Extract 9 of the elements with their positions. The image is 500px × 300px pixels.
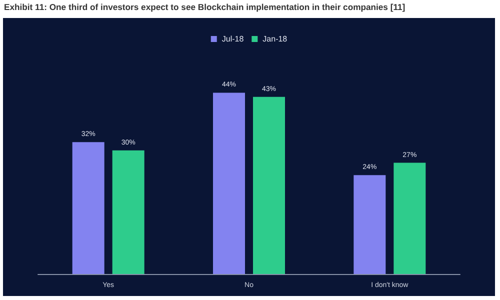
- bar: [112, 150, 144, 274]
- legend-label: Jul-18: [222, 34, 244, 44]
- bar: [72, 142, 104, 274]
- legend-label: Jan-18: [262, 34, 288, 44]
- bar: [354, 175, 386, 274]
- bar: [253, 96, 285, 274]
- bar: [394, 162, 426, 274]
- chart-title: Exhibit 11: One third of investors expect to see Blockchain implementation in their companies [11]: [4, 2, 406, 12]
- bar: [213, 92, 245, 274]
